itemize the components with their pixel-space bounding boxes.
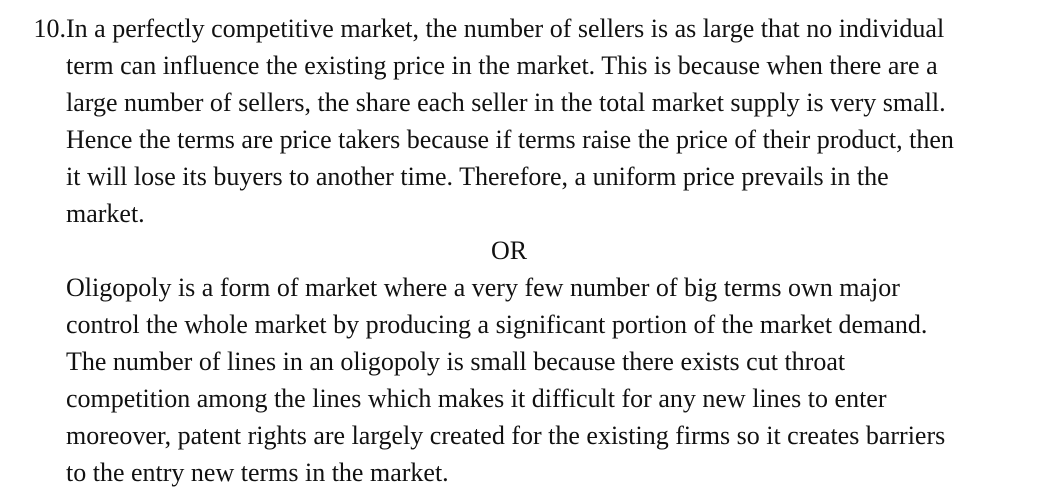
alt-answer-line: to the entry new terms in the market. [66,458,449,487]
answer-line: Hence the terms are price takers because… [66,125,954,154]
question-10: 10. In a perfectly competitive market, t… [0,10,1043,491]
question-answer: In a perfectly competitive market, the n… [66,10,1036,491]
alt-answer-line: competition among the lines which makes … [66,384,887,413]
alt-answer-line: The number of lines in an oligopoly is s… [66,347,846,376]
answer-line: large number of sellers, the share each … [66,88,946,117]
answer-line: it will lose its buyers to another time.… [66,162,889,191]
question-number: 10. [0,10,67,47]
alt-answer-line: Oligopoly is a form of market where a ve… [66,273,900,302]
document: 10. In a perfectly competitive market, t… [0,10,1043,491]
answer-line: In a perfectly competitive market, the n… [66,14,945,43]
question-number-text: 10. [33,14,67,43]
answer-line: term can influence the existing price in… [66,51,938,80]
or-separator: OR [490,236,528,265]
alt-answer-line: moreover, patent rights are largely crea… [66,421,946,450]
alt-answer-line: control the whole market by producing a … [66,310,928,339]
answer-line: market. [66,199,145,228]
